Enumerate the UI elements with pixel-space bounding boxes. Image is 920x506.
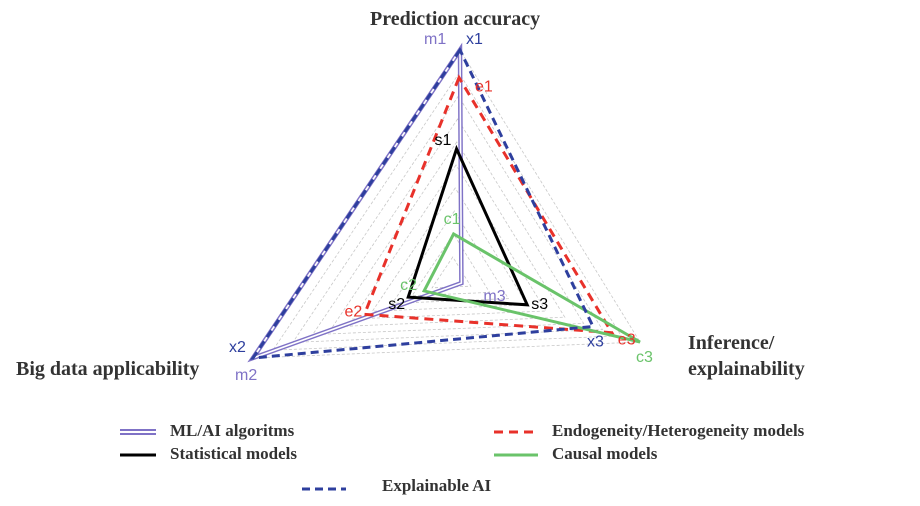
point-label-e1: e1 — [475, 79, 493, 96]
chart-series — [247, 42, 641, 363]
grid-ring — [411, 233, 491, 297]
point-label-s2: s2 — [388, 296, 405, 313]
axis-title-inference-line1: Inference/ — [688, 332, 775, 354]
legend-label-explainable-ai: Explainable AI — [382, 476, 492, 495]
grid-ring — [272, 72, 622, 351]
point-label-x1: x1 — [466, 31, 483, 48]
axis-title-inference-line2: explainability — [688, 358, 805, 380]
axis-title-big-data-applicability: Big data applicability — [16, 358, 200, 380]
legend-swatch-causal — [494, 453, 538, 457]
point-label-s1: s1 — [435, 132, 452, 149]
legend-swatch-ml-ai — [120, 429, 156, 435]
point-label-e2: e2 — [344, 303, 362, 320]
series-explainable-ai — [249, 46, 596, 360]
point-label-c3: c3 — [636, 349, 653, 366]
grid-ring — [331, 141, 566, 328]
grid-ring — [371, 187, 528, 312]
point-label-e3: e3 — [618, 332, 636, 349]
legend-label-endogeneity: Endogeneity/Heterogeneity models — [552, 421, 805, 440]
legend-swatch-endogeneity — [494, 430, 538, 434]
point-label-s3: s3 — [531, 296, 548, 313]
point-label-m3: m3 — [483, 288, 505, 305]
point-label-x2: x2 — [229, 339, 246, 356]
grid-ring — [252, 49, 641, 359]
grid-ring — [311, 118, 585, 336]
legend-label-causal: Causal models — [552, 444, 658, 463]
legend-label-ml-ai: ML/AI algoritms — [170, 421, 295, 440]
point-label-c1: c1 — [444, 211, 461, 228]
point-label-m1: m1 — [424, 31, 446, 48]
chart-grid — [252, 49, 641, 359]
point-label-c2: c2 — [400, 277, 417, 294]
series-causal-models — [421, 231, 641, 344]
legend-swatch-statistical — [120, 453, 156, 457]
point-label-m2: m2 — [235, 367, 257, 384]
grid-ring — [351, 164, 547, 320]
chart-point-labels: m1 m2 m3 s1 s2 s3 e1 e2 e3 c1 c2 c3 x1 x2 x3 — [229, 31, 653, 384]
legend-label-statistical: Statistical models — [170, 444, 298, 463]
point-label-x3: x3 — [587, 334, 604, 351]
grid-ring — [292, 95, 604, 343]
axis-title-prediction-accuracy: Prediction accuracy — [370, 8, 541, 30]
legend-swatch-explainable-ai — [302, 487, 346, 491]
grid-ring — [391, 210, 510, 304]
